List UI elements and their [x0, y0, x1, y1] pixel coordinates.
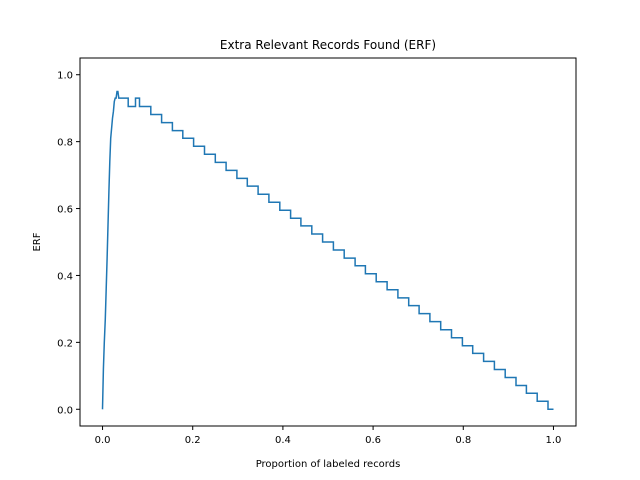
- y-tick-label: 0.6: [57, 205, 73, 216]
- x-tick-label: 0.4: [275, 435, 291, 446]
- x-axis-label: Proportion of labeled records: [256, 459, 401, 470]
- x-tick-label: 0.8: [455, 435, 471, 446]
- series-line-erf: [101, 90, 554, 411]
- y-tick-label: 0.2: [57, 338, 73, 349]
- y-tick-label: 0.0: [57, 405, 73, 416]
- x-tick-label: 1.0: [546, 435, 562, 446]
- y-tick-label: 0.8: [57, 138, 73, 149]
- y-tick-label: 0.4: [57, 271, 73, 282]
- chart-title: Extra Relevant Records Found (ERF): [220, 38, 436, 52]
- x-tick-label: 0.6: [365, 435, 381, 446]
- y-tick-label: 1.0: [57, 71, 73, 82]
- x-tick-label: 0.0: [95, 435, 111, 446]
- x-tick-label: 0.2: [185, 435, 201, 446]
- axes-frame: [79, 57, 577, 427]
- y-axis-ticks: 0.0 0.2 0.4 0.6 0.8 1.0: [57, 71, 80, 416]
- plot-area: [101, 90, 554, 411]
- x-axis-ticks: 0.0 0.2 0.4 0.6 0.8 1.0: [95, 426, 562, 446]
- y-axis-label: ERF: [32, 232, 43, 251]
